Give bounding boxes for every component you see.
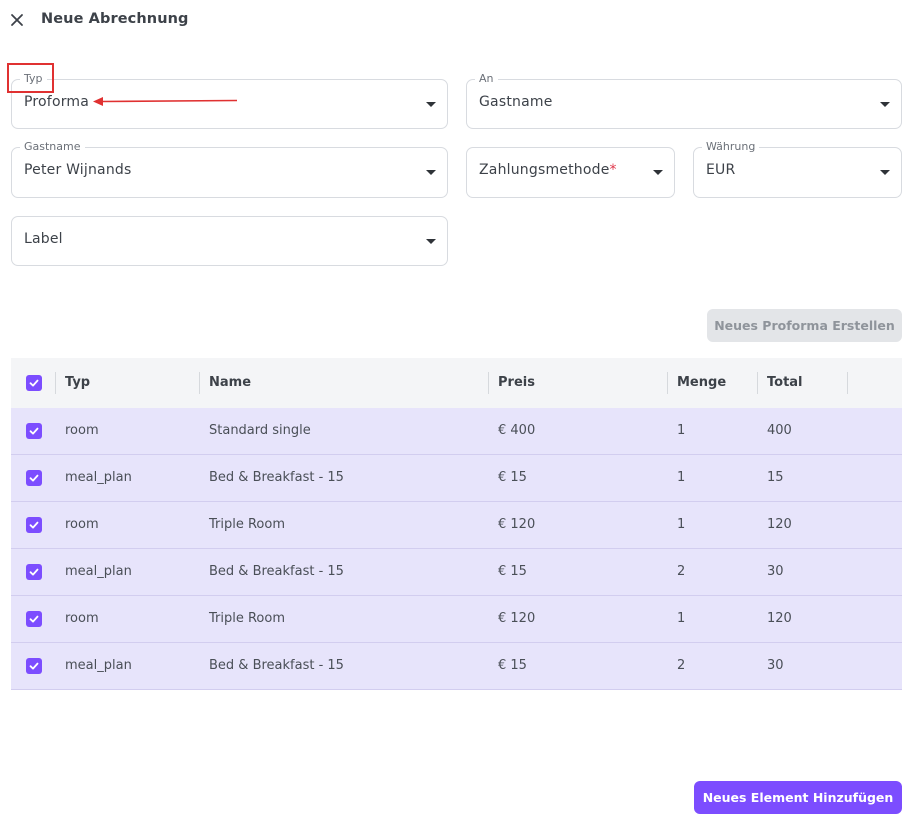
cell-name: Bed & Breakfast - 15: [209, 658, 344, 673]
cell-typ: room: [65, 517, 99, 532]
chevron-down-icon: [426, 102, 436, 107]
typ-label: Typ: [20, 72, 47, 86]
zahlungsmethode-select[interactable]: Zahlungsmethode*: [466, 147, 675, 198]
annotation-highlight-box: [7, 63, 54, 93]
check-icon: [29, 521, 39, 529]
an-select[interactable]: An Gastname: [466, 72, 902, 129]
dialog-header: Neue Abrechnung: [0, 0, 919, 40]
column-header-total[interactable]: Total: [767, 375, 803, 390]
chevron-down-icon: [880, 102, 890, 107]
table-row[interactable]: room Standard single € 400 1 400: [11, 408, 902, 455]
cell-name: Bed & Breakfast - 15: [209, 470, 344, 485]
chevron-down-icon: [653, 170, 663, 175]
column-separator: [488, 372, 489, 394]
close-icon[interactable]: [9, 12, 25, 28]
waehrung-value: EUR: [706, 162, 736, 178]
column-separator: [55, 372, 56, 394]
cell-menge: 2: [677, 564, 686, 579]
zahlungsmethode-placeholder: Zahlungsmethode*: [479, 162, 617, 178]
dialog-title: Neue Abrechnung: [41, 11, 189, 27]
column-separator: [847, 372, 848, 394]
check-icon: [29, 379, 39, 387]
row-checkbox[interactable]: [26, 611, 42, 627]
gastname-value: Peter Wijnands: [24, 162, 132, 178]
cell-total: 30: [767, 658, 784, 673]
waehrung-label: Währung: [702, 140, 760, 154]
cell-menge: 1: [677, 611, 686, 626]
row-checkbox[interactable]: [26, 564, 42, 580]
cell-total: 120: [767, 611, 792, 626]
check-icon: [29, 474, 39, 482]
table-header: Typ Name Preis Menge Total: [11, 358, 902, 408]
check-icon: [29, 662, 39, 670]
column-separator: [757, 372, 758, 394]
cell-menge: 1: [677, 423, 686, 438]
annotation-arrow-icon: [93, 97, 238, 106]
gastname-select[interactable]: Gastname Peter Wijnands: [11, 140, 448, 198]
column-header-preis[interactable]: Preis: [498, 375, 535, 390]
label-placeholder: Label: [24, 231, 63, 247]
table-row[interactable]: room Triple Room € 120 1 120: [11, 596, 902, 643]
cell-total: 30: [767, 564, 784, 579]
cell-preis: € 15: [498, 658, 527, 673]
cell-menge: 2: [677, 658, 686, 673]
column-header-typ[interactable]: Typ: [65, 375, 91, 390]
row-checkbox[interactable]: [26, 423, 42, 439]
cell-typ: meal_plan: [65, 470, 132, 485]
add-element-button[interactable]: Neues Element Hinzufügen: [694, 781, 902, 814]
cell-menge: 1: [677, 517, 686, 532]
column-separator: [199, 372, 200, 394]
cell-name: Bed & Breakfast - 15: [209, 564, 344, 579]
select-all-checkbox[interactable]: [26, 375, 42, 391]
cell-preis: € 400: [498, 423, 536, 438]
cell-name: Triple Room: [209, 611, 286, 626]
cell-total: 15: [767, 470, 784, 485]
check-icon: [29, 427, 39, 435]
check-icon: [29, 615, 39, 623]
column-header-menge[interactable]: Menge: [677, 375, 727, 390]
cell-preis: € 120: [498, 611, 536, 626]
row-checkbox[interactable]: [26, 658, 42, 674]
cell-preis: € 15: [498, 470, 527, 485]
chevron-down-icon: [426, 239, 436, 244]
an-label: An: [475, 72, 498, 86]
check-icon: [29, 568, 39, 576]
cell-typ: room: [65, 611, 99, 626]
chevron-down-icon: [426, 170, 436, 175]
cell-preis: € 15: [498, 564, 527, 579]
cell-menge: 1: [677, 470, 686, 485]
typ-select[interactable]: Typ Proforma: [11, 72, 448, 129]
an-value: Gastname: [479, 94, 553, 110]
new-proforma-button[interactable]: Neues Proforma Erstellen: [707, 309, 902, 342]
column-separator: [667, 372, 668, 394]
chevron-down-icon: [880, 170, 890, 175]
cell-total: 400: [767, 423, 792, 438]
row-checkbox[interactable]: [26, 470, 42, 486]
cell-typ: meal_plan: [65, 658, 132, 673]
table-row[interactable]: meal_plan Bed & Breakfast - 15 € 15 1 15: [11, 455, 902, 502]
label-select[interactable]: Label: [11, 216, 448, 266]
waehrung-select[interactable]: Währung EUR: [693, 140, 902, 198]
cell-preis: € 120: [498, 517, 536, 532]
table-row[interactable]: meal_plan Bed & Breakfast - 15 € 15 2 30: [11, 643, 902, 690]
typ-value: Proforma: [24, 94, 90, 110]
cell-name: Triple Room: [209, 517, 286, 532]
required-mark: *: [609, 162, 617, 178]
column-header-name[interactable]: Name: [209, 375, 252, 390]
items-table: Typ Name Preis Menge Total room Standard…: [11, 358, 902, 690]
gastname-label: Gastname: [20, 140, 85, 154]
table-row[interactable]: meal_plan Bed & Breakfast - 15 € 15 2 30: [11, 549, 902, 596]
table-row[interactable]: room Triple Room € 120 1 120: [11, 502, 902, 549]
cell-typ: room: [65, 423, 99, 438]
cell-name: Standard single: [209, 423, 311, 438]
cell-total: 120: [767, 517, 792, 532]
row-checkbox[interactable]: [26, 517, 42, 533]
cell-typ: meal_plan: [65, 564, 132, 579]
